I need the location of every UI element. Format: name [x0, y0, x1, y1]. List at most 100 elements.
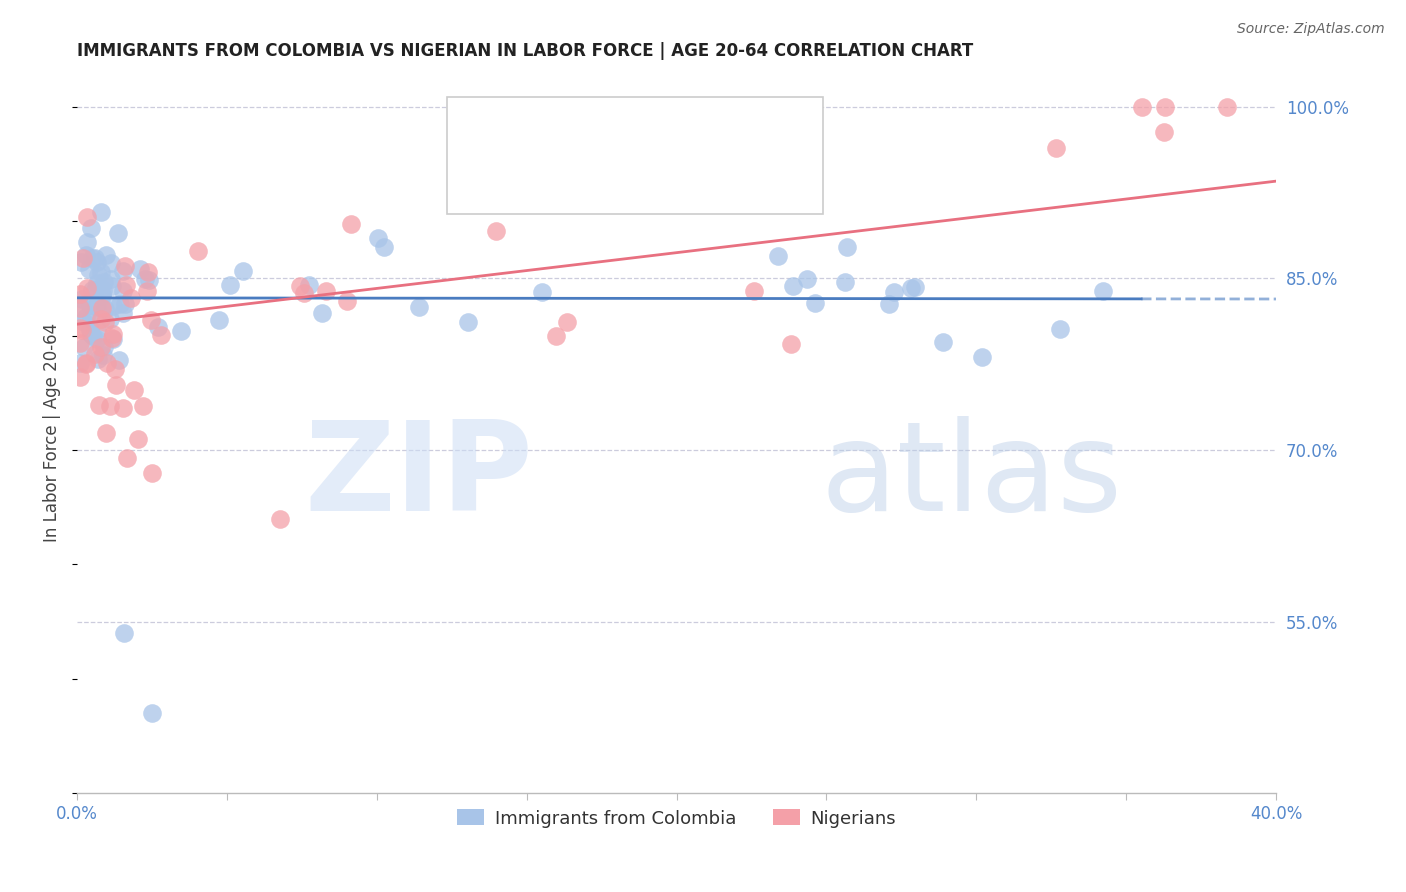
Point: [146, 320, 169, 334]
Point: [485, 223, 508, 237]
Point: [269, 512, 291, 526]
Point: [208, 312, 231, 326]
Point: [128, 432, 150, 446]
Point: [834, 275, 856, 289]
Point: [91, 287, 114, 301]
Point: [111, 306, 134, 320]
Point: [76, 281, 98, 295]
Point: [87, 351, 110, 366]
Point: [1049, 322, 1071, 336]
Point: [75, 310, 97, 325]
Text: ZIP: ZIP: [304, 416, 533, 537]
Text: IMMIGRANTS FROM COLOMBIA VS NIGERIAN IN LABOR FORCE | AGE 20-64 CORRELATION CHAR: IMMIGRANTS FROM COLOMBIA VS NIGERIAN IN …: [77, 42, 973, 60]
Point: [134, 272, 156, 286]
Point: [100, 256, 122, 270]
Point: [69, 321, 91, 335]
Point: [704, 145, 727, 160]
Point: [98, 399, 121, 413]
Point: [136, 265, 159, 279]
Point: [481, 161, 503, 176]
Point: [837, 240, 859, 254]
Point: [408, 300, 430, 314]
Point: [75, 356, 97, 370]
Y-axis label: In Labor Force | Age 20-64: In Labor Force | Age 20-64: [44, 323, 60, 542]
Point: [114, 297, 136, 311]
Point: [340, 217, 363, 231]
Point: [150, 327, 173, 342]
Point: [311, 306, 333, 320]
Point: [112, 264, 135, 278]
Point: [114, 259, 136, 273]
Point: [904, 280, 927, 294]
Point: [457, 315, 479, 329]
Point: [75, 357, 97, 371]
Point: [90, 265, 112, 279]
Point: [101, 332, 124, 346]
Point: [82, 329, 104, 343]
Point: [76, 235, 98, 249]
Point: [76, 210, 98, 224]
Point: [373, 240, 395, 254]
Point: [115, 450, 138, 465]
Point: [90, 311, 112, 326]
Point: [315, 285, 337, 299]
Point: [79, 323, 101, 337]
Point: [101, 331, 124, 345]
Point: [883, 285, 905, 299]
Point: [120, 291, 142, 305]
Point: [170, 324, 193, 338]
Point: [93, 340, 115, 354]
Point: [107, 353, 129, 368]
Point: [555, 315, 578, 329]
Point: [141, 313, 163, 327]
Point: [75, 248, 97, 262]
Point: [69, 335, 91, 350]
Point: [84, 283, 107, 297]
Point: [877, 297, 900, 311]
Point: [100, 272, 122, 286]
Point: [112, 285, 135, 299]
Point: [80, 221, 103, 235]
Point: [1154, 100, 1177, 114]
Point: [94, 425, 117, 440]
Point: [94, 248, 117, 262]
Text: Source: ZipAtlas.com: Source: ZipAtlas.com: [1237, 22, 1385, 37]
Point: [73, 340, 96, 354]
Point: [531, 285, 554, 299]
Point: [70, 301, 93, 316]
Point: [91, 301, 114, 315]
Point: [70, 293, 93, 307]
Point: [105, 378, 128, 392]
Point: [69, 301, 91, 316]
Point: [86, 301, 108, 315]
Point: [544, 328, 567, 343]
Point: [83, 347, 105, 361]
Point: [367, 231, 389, 245]
Point: [91, 283, 114, 297]
Point: [94, 315, 117, 329]
Point: [218, 278, 240, 293]
Point: [101, 279, 124, 293]
Point: [1091, 285, 1114, 299]
Point: [122, 383, 145, 397]
Point: [104, 362, 127, 376]
Point: [69, 286, 91, 301]
Point: [82, 283, 104, 297]
Point: [138, 273, 160, 287]
Point: [94, 301, 117, 316]
Point: [900, 281, 922, 295]
Point: [298, 278, 321, 293]
Point: [77, 262, 100, 277]
Point: [187, 244, 209, 259]
Point: [804, 296, 827, 310]
Point: [72, 251, 94, 265]
Point: [103, 299, 125, 313]
Point: [766, 249, 789, 263]
Point: [931, 334, 953, 349]
Point: [141, 466, 163, 480]
Legend: Immigrants from Colombia, Nigerians: Immigrants from Colombia, Nigerians: [450, 802, 903, 835]
Point: [80, 327, 103, 342]
Point: [742, 284, 765, 298]
Point: [73, 315, 96, 329]
Point: [292, 286, 315, 301]
